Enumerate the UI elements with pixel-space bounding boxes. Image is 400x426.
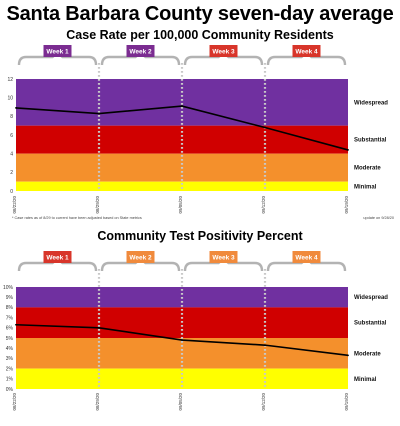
page-title: Santa Barbara County seven-day average bbox=[6, 3, 394, 25]
week-badge-3 bbox=[292, 45, 321, 57]
data-point-0-3 bbox=[264, 126, 266, 129]
y-tick-label-4: 8 bbox=[10, 114, 13, 120]
data-point-0-3 bbox=[264, 344, 266, 347]
zone-label-0: Widespread bbox=[354, 295, 388, 301]
week-label-2: Week 3 bbox=[212, 48, 235, 55]
zone-label-2: Moderate bbox=[354, 351, 381, 357]
x-tick-label-4: 09/19/20 bbox=[344, 196, 349, 214]
x-tick-label-1: 08/29/20 bbox=[95, 393, 100, 411]
y-tick-label-9: 9% bbox=[6, 295, 14, 301]
case-rate-chart-title: Case Rate per 100,000 Community Resident… bbox=[66, 28, 334, 42]
data-point-0-2 bbox=[181, 339, 183, 341]
y-tick-label-7: 7% bbox=[6, 315, 14, 321]
week-label-0: Week 1 bbox=[46, 48, 69, 55]
week-badge-1 bbox=[126, 251, 155, 263]
x-tick-label-0: 08/22/20 bbox=[12, 393, 17, 411]
y-tick-label-6: 6% bbox=[6, 326, 14, 332]
x-tick-label-3: 09/12/20 bbox=[261, 196, 266, 214]
y-tick-label-3: 3% bbox=[6, 356, 14, 362]
zone-label-1: Substantial bbox=[354, 321, 387, 327]
week-label-1: Week 2 bbox=[129, 254, 152, 261]
week-badge-2 bbox=[209, 45, 238, 57]
zone-band-3 bbox=[16, 181, 348, 191]
y-tick-label-1: 1% bbox=[6, 377, 14, 383]
y-tick-label-5: 5% bbox=[6, 336, 14, 342]
week-label-1: Week 2 bbox=[129, 48, 152, 55]
y-tick-label-6: 12 bbox=[7, 77, 13, 83]
x-tick-label-3: 09/12/20 bbox=[261, 393, 266, 411]
data-point-0-4 bbox=[347, 149, 349, 151]
footnote-left: * Case rates as of 8/29 to current have … bbox=[12, 216, 142, 220]
zone-label-2: Moderate bbox=[354, 166, 381, 172]
x-tick-label-2: 09/05/20 bbox=[178, 393, 183, 411]
zone-band-0 bbox=[16, 79, 348, 126]
y-tick-label-0: 0% bbox=[6, 387, 14, 393]
data-point-0-1 bbox=[98, 112, 100, 115]
y-tick-label-3: 6 bbox=[10, 133, 13, 139]
y-tick-label-2: 2% bbox=[6, 366, 14, 372]
week-badge-0 bbox=[43, 251, 72, 263]
week-badge-3 bbox=[292, 251, 321, 263]
y-tick-label-2: 4 bbox=[10, 151, 13, 157]
data-point-0-0 bbox=[15, 323, 17, 326]
week-badge-0 bbox=[43, 45, 72, 57]
zone-label-1: Substantial bbox=[354, 138, 387, 144]
x-tick-label-2: 09/05/20 bbox=[178, 196, 183, 214]
zone-label-3: Minimal bbox=[354, 184, 377, 190]
week-label-0: Week 1 bbox=[46, 254, 69, 261]
y-tick-label-0: 0 bbox=[10, 189, 13, 195]
x-tick-label-0: 08/22/20 bbox=[12, 196, 17, 214]
week-label-2: Week 3 bbox=[212, 254, 235, 261]
y-tick-label-1: 2 bbox=[10, 170, 13, 176]
x-tick-label-4: 09/19/20 bbox=[344, 393, 349, 411]
week-badge-2 bbox=[209, 251, 238, 263]
zone-label-0: Widespread bbox=[354, 100, 388, 106]
y-tick-label-4: 4% bbox=[6, 346, 14, 352]
week-label-3: Week 4 bbox=[295, 254, 318, 261]
week-badge-1 bbox=[126, 45, 155, 57]
y-tick-label-10: 10% bbox=[3, 285, 14, 291]
y-tick-label-8: 8% bbox=[6, 305, 14, 311]
data-point-0-2 bbox=[181, 105, 183, 107]
y-tick-label-5: 10 bbox=[7, 95, 13, 101]
week-label-3: Week 4 bbox=[295, 48, 318, 55]
footnote-right: update on 9/28/20 bbox=[363, 216, 394, 220]
x-tick-label-1: 08/29/20 bbox=[95, 196, 100, 214]
positivity-chart-title: Community Test Positivity Percent bbox=[97, 229, 303, 243]
data-point-0-1 bbox=[98, 326, 100, 329]
zone-label-3: Minimal bbox=[354, 377, 377, 383]
data-point-0-4 bbox=[347, 354, 349, 357]
data-point-0-0 bbox=[15, 107, 17, 109]
